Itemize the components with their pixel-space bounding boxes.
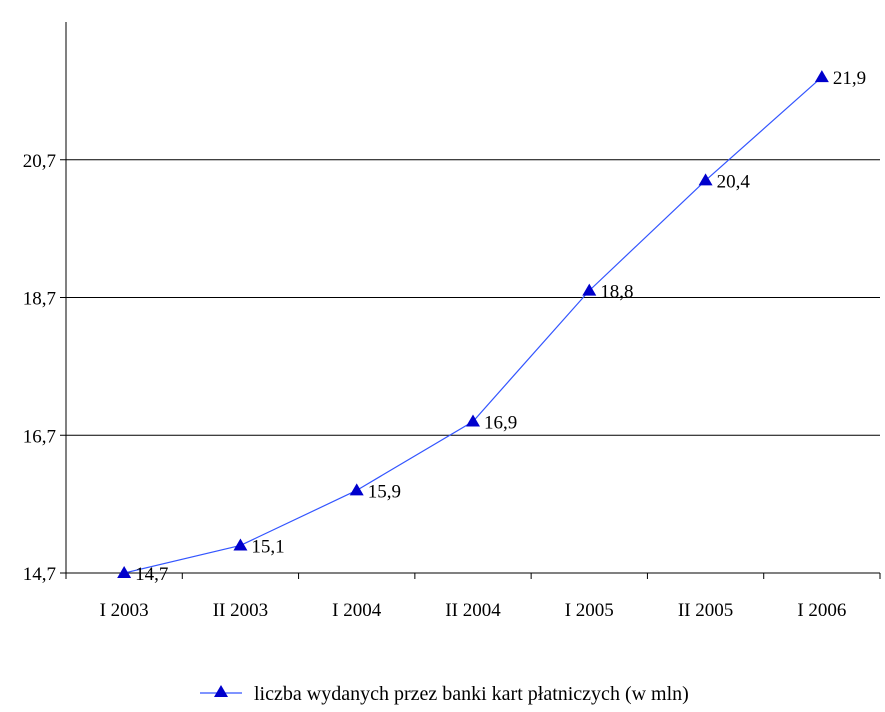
x-tick-label: I 2004 [332,600,382,621]
y-tick-label: 16,7 [23,426,56,447]
x-tick-label: II 2003 [213,600,268,621]
x-tick-label: I 2006 [797,600,846,621]
data-point-marker [233,538,248,551]
series-line [124,76,823,574]
data-label: 15,1 [251,536,284,557]
y-tick-label: 20,7 [23,151,56,172]
data-point-marker [814,70,829,83]
x-tick-label: I 2003 [100,600,149,621]
y-tick-label: 14,7 [23,564,56,585]
legend: liczba wydanych przez banki kart płatnic… [200,683,689,705]
data-point-marker [582,283,597,296]
data-point-marker [698,173,713,186]
data-label: 14,7 [135,564,168,585]
y-tick-label: 18,7 [23,289,56,310]
data-point-marker [117,566,132,578]
x-tick-label: II 2005 [678,600,733,621]
gridlines [66,159,880,436]
x-tick-label: II 2004 [445,600,501,621]
data-label: 20,4 [717,171,751,192]
data-point-marker [349,483,364,496]
series [117,70,829,578]
data-label: 15,9 [368,481,401,502]
legend-label: liczba wydanych przez banki kart płatnic… [254,683,689,705]
data-label: 16,9 [484,412,517,433]
data-labels: 14,7 15,1 15,9 16,9 18,8 20,4 21,9 [135,68,866,585]
data-label: 21,9 [833,68,866,89]
data-label: 18,8 [600,282,633,303]
data-point-marker [466,414,480,427]
axes: 14,7 16,7 18,7 20,7 I 2003 II 2003 I 2004 II 20… [23,22,881,621]
legend-triangle-marker [214,685,228,697]
x-tick-label: I 2005 [565,600,614,621]
